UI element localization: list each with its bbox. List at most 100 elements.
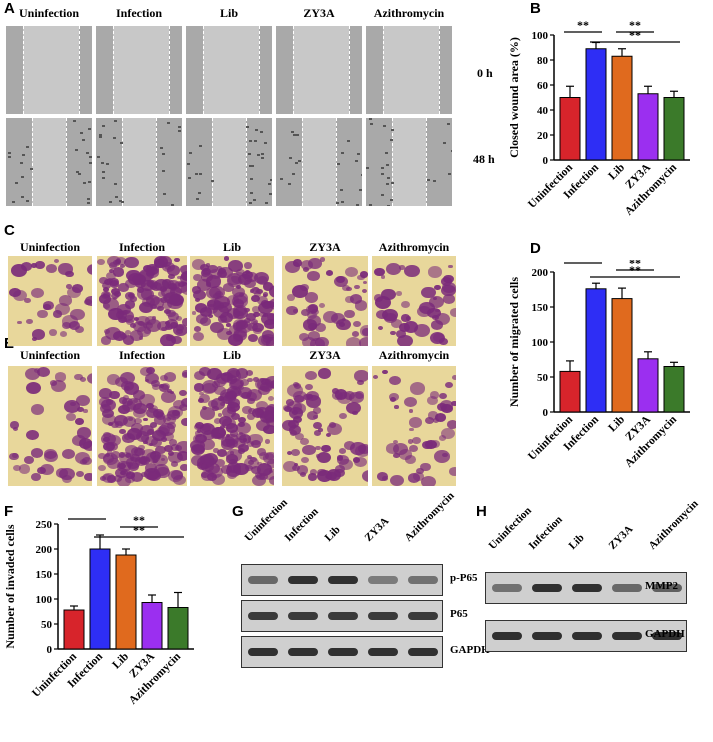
stained-cell: [244, 307, 250, 313]
stained-cell: [123, 382, 139, 395]
stained-cell: [440, 276, 453, 286]
stained-cell: [265, 300, 274, 309]
stained-cell: [227, 391, 237, 399]
stained-cell: [199, 394, 211, 404]
stained-cell: [376, 471, 389, 482]
blot-strip: [485, 572, 687, 604]
stained-cell: [100, 433, 116, 446]
stained-cell: [175, 440, 187, 454]
stained-cell: [362, 281, 367, 285]
stained-cell: [149, 283, 157, 290]
stained-cell: [100, 336, 112, 345]
stained-cell: [398, 449, 412, 460]
bar: [89, 548, 111, 650]
panel-letter-a: A: [4, 0, 15, 17]
stained-cell: [144, 329, 151, 335]
cell-dot: [381, 166, 385, 169]
bar: [611, 55, 633, 161]
cell-dot: [86, 151, 90, 154]
stained-cell: [163, 444, 173, 453]
cell-dot: [368, 118, 372, 121]
stained-cell: [349, 294, 362, 304]
stained-cell: [353, 456, 367, 467]
stained-cell: [451, 374, 456, 380]
stained-cell: [136, 325, 152, 338]
cell-dot: [210, 180, 214, 183]
cell-dot: [292, 134, 296, 137]
stained-cell: [200, 438, 215, 451]
cell-dot: [450, 149, 452, 152]
stained-cell: [17, 320, 22, 325]
stained-cell: [259, 410, 274, 423]
stained-cell: [151, 315, 157, 320]
stained-cell: [318, 303, 325, 309]
stained-cell: [175, 315, 182, 321]
stained-cell: [129, 453, 140, 462]
stained-cell: [217, 413, 223, 417]
panel-letter-c: C: [4, 222, 15, 239]
cell-dot: [20, 175, 24, 178]
stained-cell: [122, 416, 137, 427]
stained-cell: [130, 472, 144, 483]
stained-cell: [62, 321, 72, 329]
stained-cell: [220, 312, 234, 323]
cell-dot: [290, 131, 294, 134]
stained-cell: [235, 432, 246, 441]
stained-cell: [353, 457, 361, 463]
protein-band: [612, 632, 642, 640]
stained-cell: [251, 322, 264, 333]
stained-cell: [247, 323, 258, 332]
stained-cell: [354, 370, 368, 382]
stained-cell: [206, 264, 218, 274]
stained-cell: [139, 456, 151, 466]
cell-dot: [366, 166, 370, 169]
stained-cell: [284, 261, 300, 274]
stained-cell: [8, 287, 21, 298]
cell-dot: [264, 202, 268, 205]
transwell-image: [97, 256, 187, 346]
stained-cell: [265, 453, 274, 461]
stained-cell: [159, 384, 170, 393]
transwell-image: [372, 256, 456, 346]
cell-dot: [166, 121, 170, 124]
panel-letter-g: G: [232, 503, 244, 520]
stained-cell: [121, 468, 131, 477]
stained-cell: [317, 367, 332, 379]
stained-cell: [192, 274, 202, 282]
stained-cell: [256, 409, 264, 415]
y-tick-label: 0: [543, 407, 549, 419]
lane-label: Uninfection: [486, 504, 534, 552]
stained-cell: [440, 284, 456, 297]
bar: [115, 554, 137, 650]
cell-dot: [26, 146, 30, 149]
wound-gap: [383, 26, 440, 114]
stained-cell: [167, 451, 183, 464]
cell-dot: [199, 173, 203, 176]
wound-image: [186, 26, 272, 114]
stained-cell: [399, 265, 405, 270]
cell-dot: [83, 182, 87, 185]
stained-cell: [251, 306, 260, 314]
stained-cell: [386, 263, 401, 276]
stained-cell: [304, 370, 317, 381]
stained-cell: [407, 439, 414, 445]
stained-cell: [258, 386, 270, 396]
stained-cell: [361, 289, 368, 294]
stained-cell: [222, 282, 235, 292]
stained-cell: [267, 313, 274, 321]
stained-cell: [389, 474, 405, 486]
stained-cell: [243, 456, 260, 470]
stained-cell: [256, 275, 268, 286]
cell-dot: [186, 163, 190, 166]
stained-cell: [132, 390, 145, 401]
protein-band: [328, 576, 358, 584]
stained-cell: [165, 265, 172, 271]
stained-cell: [103, 454, 115, 463]
stained-cell: [146, 279, 155, 287]
stained-cell: [144, 378, 150, 382]
stained-cell: [180, 464, 187, 471]
stained-cell: [229, 451, 234, 455]
stained-cell: [262, 282, 274, 291]
cell-dot: [292, 172, 296, 175]
cell-dot: [102, 124, 106, 127]
